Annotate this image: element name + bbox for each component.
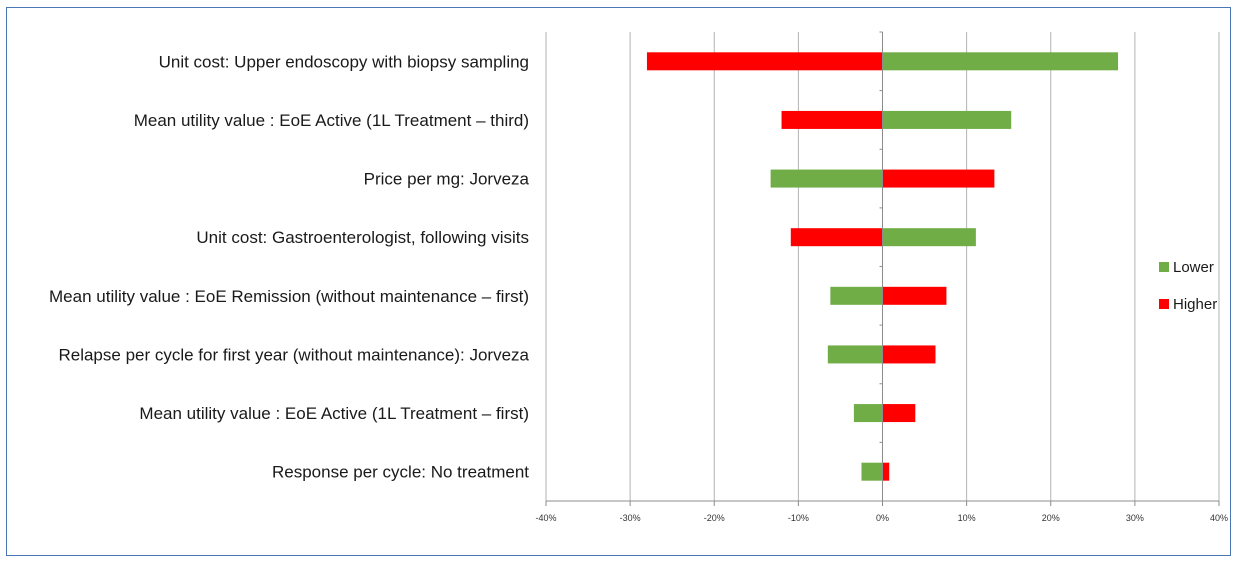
bar-lower	[882, 52, 1119, 71]
bar-lower	[882, 110, 1012, 129]
x-tick-label: 0%	[876, 513, 889, 523]
bar-higher	[790, 228, 883, 247]
bar-lower	[853, 404, 883, 423]
x-tick-label: 20%	[1042, 513, 1060, 523]
bar-lower	[770, 169, 883, 188]
x-tick-label: 10%	[958, 513, 976, 523]
x-tick-label: 30%	[1126, 513, 1144, 523]
category-label: Unit cost: Gastroenterologist, following…	[196, 228, 529, 247]
legend-swatch-lower	[1159, 262, 1169, 272]
legend-swatch-higher	[1159, 299, 1169, 309]
x-tick-label: -20%	[704, 513, 725, 523]
bar-higher	[882, 286, 947, 305]
bar-higher	[882, 462, 890, 481]
category-label: Response per cycle: No treatment	[272, 463, 529, 482]
x-tick-label: -40%	[535, 513, 556, 523]
category-label: Relapse per cycle for first year (withou…	[58, 345, 529, 364]
bar-lower	[882, 228, 976, 247]
chart-frame	[6, 7, 1231, 556]
bar-higher	[882, 169, 995, 188]
bar-lower	[827, 345, 883, 364]
x-tick-label: -10%	[788, 513, 809, 523]
category-label: Unit cost: Upper endoscopy with biopsy s…	[159, 52, 529, 71]
bar-higher	[882, 345, 936, 364]
legend-label-higher: Higher	[1173, 296, 1217, 313]
category-label: Mean utility value : EoE Remission (with…	[49, 287, 529, 306]
category-label: Price per mg: Jorveza	[364, 170, 530, 189]
bar-higher	[646, 52, 883, 71]
bar-higher	[781, 110, 883, 129]
bar-lower	[861, 462, 883, 481]
category-label: Mean utility value : EoE Active (1L Trea…	[139, 404, 529, 423]
x-tick-label: -30%	[620, 513, 641, 523]
legend-label-lower: Lower	[1173, 259, 1214, 276]
category-label: Mean utility value : EoE Active (1L Trea…	[134, 111, 529, 130]
x-tick-label: 40%	[1210, 513, 1228, 523]
bar-lower	[830, 286, 883, 305]
bar-higher	[882, 404, 916, 423]
